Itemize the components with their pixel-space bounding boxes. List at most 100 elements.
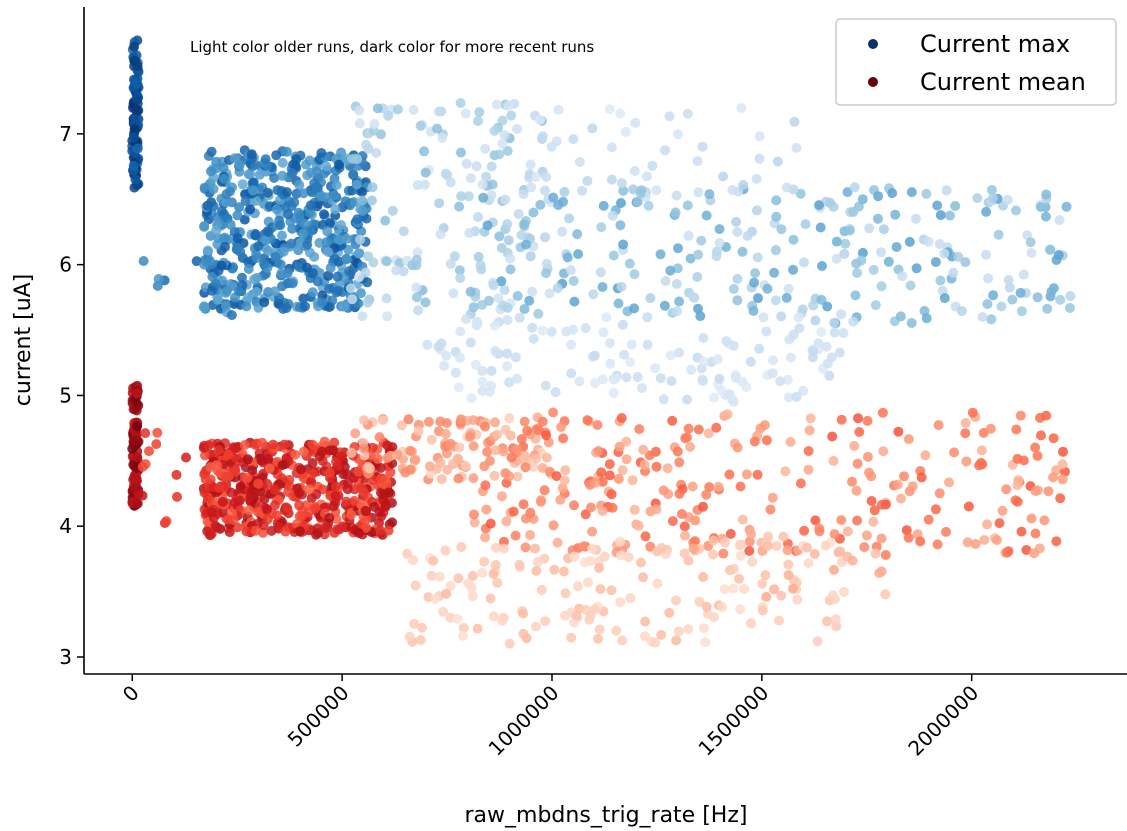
data-point (456, 542, 467, 552)
data-point (638, 572, 648, 583)
data-point (362, 297, 373, 308)
data-point (785, 352, 796, 363)
data-point (331, 180, 342, 191)
data-point (803, 446, 814, 456)
data-point (986, 185, 997, 195)
data-point (629, 504, 640, 515)
data-point (737, 246, 748, 257)
data-point (741, 382, 752, 393)
data-point (243, 169, 254, 180)
data-point (682, 432, 692, 443)
data-point (1032, 292, 1043, 303)
data-point (970, 539, 981, 549)
data-point (541, 258, 552, 269)
data-point (629, 269, 640, 280)
data-point (471, 161, 482, 172)
data-point (540, 616, 551, 627)
data-point (768, 355, 778, 366)
data-point (996, 301, 1007, 312)
data-point (490, 346, 501, 357)
data-point (808, 300, 819, 311)
data-point (682, 108, 693, 119)
data-point (683, 230, 694, 241)
data-point (540, 232, 551, 243)
data-point (409, 618, 420, 629)
data-point (493, 293, 504, 304)
data-point (230, 443, 241, 454)
data-point (560, 610, 570, 621)
data-point (514, 312, 525, 323)
data-point (1039, 515, 1050, 526)
data-point (490, 417, 500, 428)
data-point (131, 78, 142, 89)
data-point (466, 393, 477, 404)
data-point (471, 320, 482, 331)
data-point (985, 423, 996, 434)
data-point (516, 230, 527, 240)
data-point (650, 363, 661, 374)
data-point (549, 564, 560, 575)
data-point (460, 460, 471, 471)
data-point (199, 182, 210, 193)
data-point (537, 325, 548, 336)
data-point (349, 495, 360, 506)
data-point (611, 625, 622, 636)
data-point (616, 281, 627, 292)
data-point (829, 564, 839, 575)
data-point (682, 200, 693, 211)
data-point (745, 356, 756, 367)
data-point (296, 464, 306, 475)
data-point (376, 473, 387, 484)
data-point (568, 276, 579, 286)
data-point (341, 233, 352, 244)
data-point (128, 132, 139, 143)
data-point (1011, 205, 1021, 216)
data-point (502, 145, 513, 156)
data-point (271, 150, 282, 161)
data-point (232, 210, 243, 221)
data-point (674, 457, 685, 468)
data-point (440, 428, 451, 439)
data-point (298, 446, 309, 457)
data-point (490, 445, 501, 456)
data-point (735, 604, 746, 615)
data-point (694, 596, 705, 607)
data-point (798, 385, 809, 396)
data-point (656, 629, 667, 640)
data-point (735, 550, 746, 561)
data-point (671, 190, 682, 201)
data-point (144, 446, 154, 457)
data-point (491, 99, 502, 110)
data-point (521, 633, 532, 644)
data-point (512, 124, 522, 134)
data-point (381, 293, 392, 304)
data-point (445, 438, 456, 449)
data-point (615, 220, 626, 231)
data-point (836, 515, 847, 526)
data-point (829, 327, 840, 338)
data-point (485, 518, 496, 529)
data-point (434, 198, 445, 209)
data-point (472, 623, 483, 634)
data-point (647, 160, 658, 171)
data-point (770, 295, 781, 306)
data-point (473, 116, 483, 126)
data-point (581, 604, 591, 615)
data-point (809, 549, 820, 559)
data-point (214, 483, 225, 494)
data-point (519, 304, 530, 314)
legend: Current max Current mean (835, 18, 1117, 106)
data-point (604, 104, 615, 115)
data-point (200, 450, 210, 461)
data-point (128, 439, 139, 450)
data-point (498, 446, 509, 457)
data-point (697, 141, 708, 152)
data-point (423, 416, 434, 427)
data-point (415, 635, 426, 645)
data-point (762, 283, 773, 294)
data-point (939, 248, 950, 259)
data-point (1051, 255, 1062, 265)
data-point (816, 327, 827, 337)
data-point (234, 160, 245, 171)
data-point (935, 210, 946, 221)
